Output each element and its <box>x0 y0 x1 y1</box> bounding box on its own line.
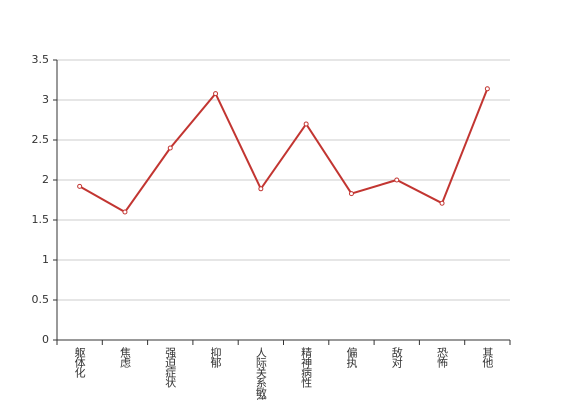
x-tick-label: 敌对 <box>390 346 403 368</box>
x-tick-label: 强迫症状 <box>164 347 177 388</box>
point <box>394 177 400 183</box>
point <box>213 91 219 97</box>
x-tick-label: 精神病性 <box>300 347 313 389</box>
y-tick-label: 3 <box>42 93 49 106</box>
x-tick-label: 恐怖 <box>436 347 449 368</box>
point <box>258 186 264 192</box>
point <box>439 200 445 206</box>
y-tick-label: 2.5 <box>32 133 50 146</box>
point <box>167 145 173 151</box>
point <box>348 191 354 197</box>
y-tick-label: 2 <box>42 173 49 186</box>
point <box>122 209 128 215</box>
x-tick-label: 人际关系敏感 <box>254 347 267 400</box>
y-tick-label: 0 <box>42 333 49 346</box>
point <box>77 183 83 189</box>
x-tick-label: 其他 <box>481 347 494 368</box>
line <box>79 88 489 214</box>
y-tick-label: 1 <box>42 253 49 266</box>
y-tick-label: 1.5 <box>32 213 50 226</box>
x-tick-label: 焦虑 <box>118 347 131 368</box>
x-tick-label: 抑郁 <box>209 346 222 368</box>
y-tick-label: 3.5 <box>32 53 50 66</box>
x-tick-label: 偏执 <box>345 346 358 369</box>
x-tick-label: 躯体化 <box>73 347 86 379</box>
y-tick-label: 0.5 <box>32 293 50 306</box>
point <box>484 86 490 92</box>
point <box>303 121 309 127</box>
